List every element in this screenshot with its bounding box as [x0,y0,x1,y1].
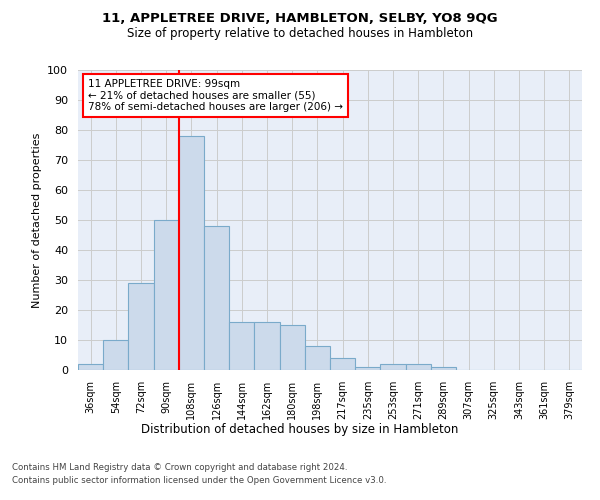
Bar [406,364,431,370]
Bar [254,322,280,370]
Bar [128,283,154,370]
Text: Contains HM Land Registry data © Crown copyright and database right 2024.: Contains HM Land Registry data © Crown c… [12,462,347,471]
Y-axis label: Number of detached properties: Number of detached properties [32,132,42,308]
Bar [204,226,229,370]
Bar [355,367,380,370]
Text: Contains public sector information licensed under the Open Government Licence v3: Contains public sector information licen… [12,476,386,485]
Bar [305,346,330,370]
Bar [380,364,406,370]
Bar [78,364,103,370]
Text: Distribution of detached houses by size in Hambleton: Distribution of detached houses by size … [142,422,458,436]
Bar [154,220,179,370]
Bar [179,136,204,370]
Bar [229,322,254,370]
Text: Size of property relative to detached houses in Hambleton: Size of property relative to detached ho… [127,28,473,40]
Text: 11, APPLETREE DRIVE, HAMBLETON, SELBY, YO8 9QG: 11, APPLETREE DRIVE, HAMBLETON, SELBY, Y… [102,12,498,26]
Bar [280,325,305,370]
Bar [431,367,456,370]
Text: 11 APPLETREE DRIVE: 99sqm
← 21% of detached houses are smaller (55)
78% of semi-: 11 APPLETREE DRIVE: 99sqm ← 21% of detac… [88,79,343,112]
Bar [330,358,355,370]
Bar [103,340,128,370]
